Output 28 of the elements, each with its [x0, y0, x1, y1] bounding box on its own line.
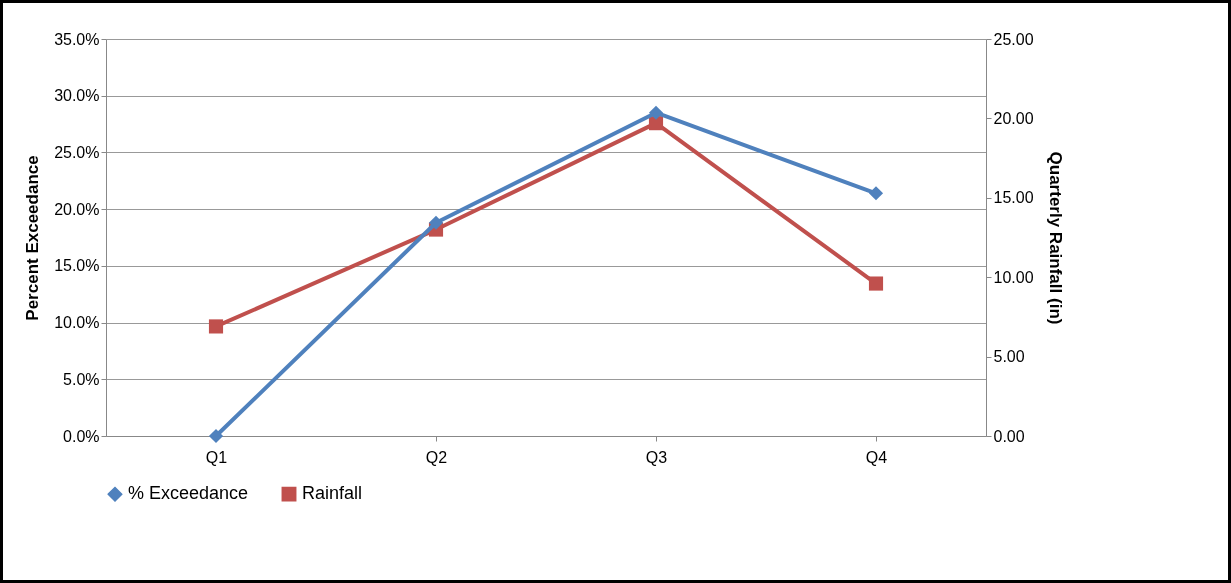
- y2-tick-label: 25.00: [993, 30, 1034, 48]
- point: [648, 105, 664, 120]
- x-tick-label: Q1: [205, 448, 228, 466]
- y2-axis-title: Quarterly Rainfall (in): [1045, 151, 1065, 325]
- y-axis-title: Percent Exceedance: [23, 155, 43, 321]
- y2-tick-label: 5.00: [993, 348, 1025, 366]
- point: [208, 428, 224, 444]
- y2-tick-label: 0.00: [993, 427, 1025, 445]
- x-tick-label: Q3: [645, 448, 668, 466]
- point: [428, 215, 444, 230]
- y-tick-label: 25.0%: [54, 143, 100, 161]
- y-tick-label: 20.0%: [54, 200, 100, 218]
- y-tick-label: 35.0%: [54, 30, 100, 48]
- y2-tick-label: 15.00: [993, 189, 1034, 207]
- y-tick-label: 30.0%: [54, 87, 100, 105]
- point: [868, 276, 884, 291]
- y-tick-label: 10.0%: [54, 314, 100, 332]
- y-tick-label: 0.0%: [63, 427, 100, 445]
- x-tick-label: Q2: [425, 448, 448, 466]
- legend-label: Rainfall: [302, 483, 363, 504]
- x-tick-label: Q4: [865, 448, 888, 466]
- point: [868, 186, 884, 201]
- y2-tick-label: 10.00: [993, 268, 1034, 286]
- y2-tick-label: 20.00: [993, 109, 1034, 127]
- y-tick-label: 15.0%: [54, 257, 100, 275]
- point: [208, 319, 224, 334]
- y-tick-label: 5.0%: [63, 370, 100, 388]
- legend-label: % Exceedance: [128, 483, 249, 504]
